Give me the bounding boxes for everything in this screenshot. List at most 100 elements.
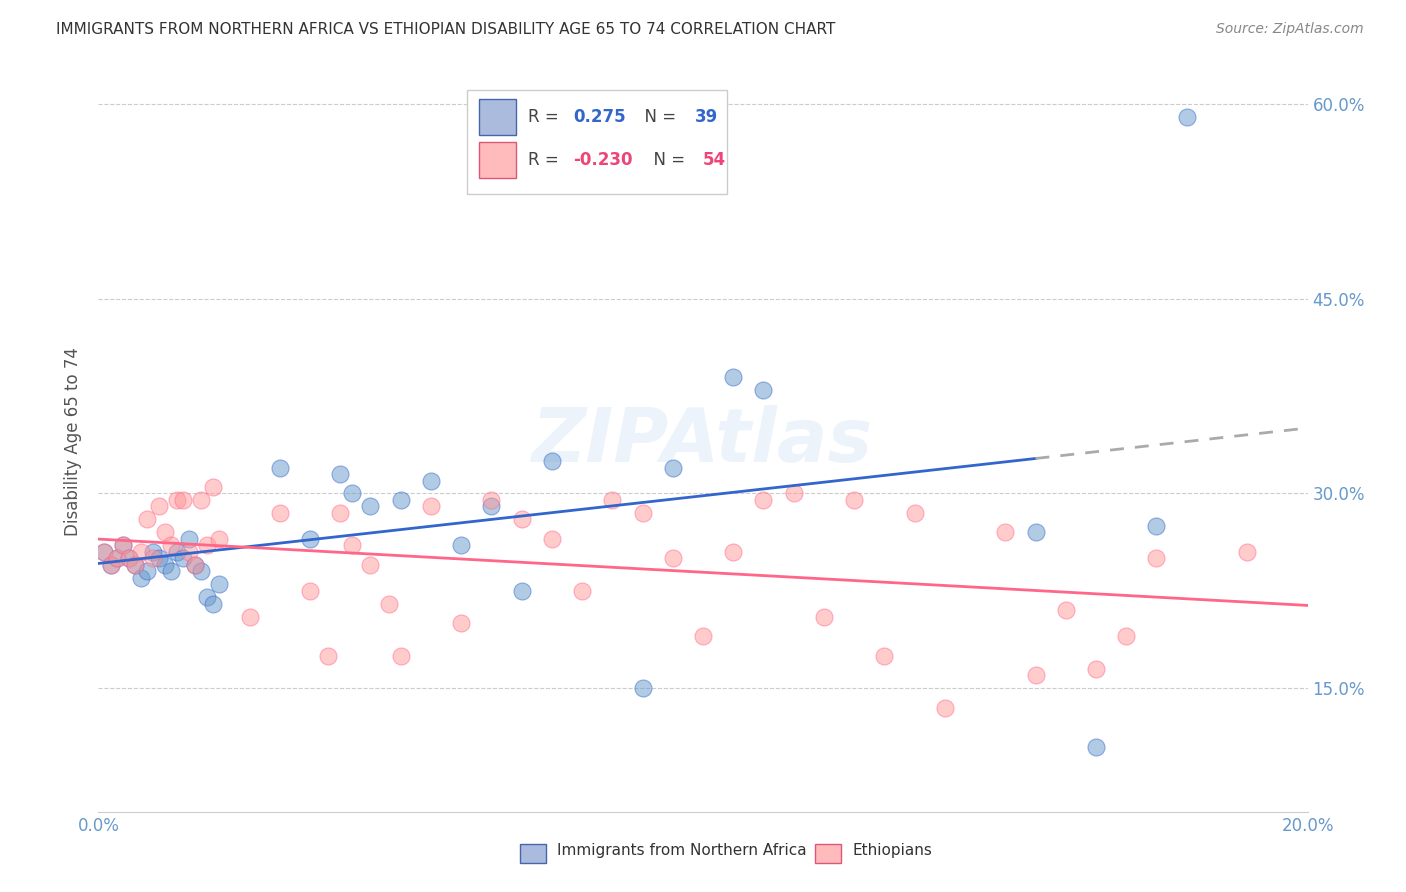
Point: [450, 538, 472, 552]
Point: [160, 565, 183, 579]
Point: [342, 486, 364, 500]
Point: [994, 525, 1017, 540]
Point: [269, 460, 291, 475]
Point: [153, 525, 176, 540]
Text: 39: 39: [695, 108, 718, 127]
Point: [93, 545, 115, 559]
Point: [129, 545, 152, 559]
Text: 0.275: 0.275: [574, 108, 626, 127]
Point: [481, 493, 503, 508]
Point: [723, 545, 745, 559]
Point: [571, 583, 593, 598]
Point: [1054, 603, 1077, 617]
Point: [540, 454, 562, 468]
Point: [148, 551, 170, 566]
Text: N =: N =: [634, 108, 682, 127]
Point: [299, 532, 322, 546]
Point: [202, 480, 225, 494]
Point: [342, 538, 364, 552]
Point: [166, 493, 188, 508]
Point: [135, 512, 157, 526]
Point: [160, 538, 183, 552]
Point: [662, 460, 685, 475]
Point: [1115, 629, 1137, 643]
Point: [723, 369, 745, 384]
Point: [420, 474, 443, 488]
Point: [135, 565, 157, 579]
Point: [377, 597, 399, 611]
Point: [111, 538, 134, 552]
FancyBboxPatch shape: [479, 100, 516, 135]
FancyBboxPatch shape: [479, 143, 516, 178]
Point: [195, 591, 218, 605]
Point: [190, 565, 212, 579]
Point: [172, 551, 194, 566]
Point: [662, 551, 685, 566]
Point: [1024, 525, 1046, 540]
Point: [389, 493, 412, 508]
Point: [142, 551, 165, 566]
Point: [631, 506, 654, 520]
Point: [316, 648, 339, 663]
Point: [1175, 110, 1198, 124]
Point: [100, 558, 122, 572]
Point: [510, 583, 533, 598]
Point: [184, 558, 207, 572]
Point: [1085, 739, 1108, 754]
Point: [105, 551, 128, 566]
Text: N =: N =: [643, 152, 690, 169]
Point: [202, 597, 225, 611]
Point: [118, 551, 141, 566]
Point: [1144, 519, 1167, 533]
Point: [269, 506, 291, 520]
Text: -0.230: -0.230: [574, 152, 633, 169]
Text: 54: 54: [703, 152, 725, 169]
FancyBboxPatch shape: [467, 90, 727, 194]
Point: [389, 648, 412, 663]
Point: [195, 538, 218, 552]
Point: [184, 558, 207, 572]
Point: [420, 500, 443, 514]
Point: [299, 583, 322, 598]
Point: [179, 532, 201, 546]
Point: [1236, 545, 1258, 559]
Point: [510, 512, 533, 526]
Point: [179, 545, 201, 559]
Point: [129, 571, 152, 585]
Point: [934, 701, 956, 715]
Point: [752, 383, 775, 397]
Point: [904, 506, 927, 520]
Point: [450, 616, 472, 631]
Point: [208, 532, 231, 546]
Point: [239, 610, 262, 624]
Y-axis label: Disability Age 65 to 74: Disability Age 65 to 74: [65, 347, 83, 536]
Text: R =: R =: [527, 152, 564, 169]
Point: [329, 467, 352, 481]
Point: [208, 577, 231, 591]
Point: [1085, 662, 1108, 676]
Point: [111, 538, 134, 552]
Point: [166, 545, 188, 559]
Text: IMMIGRANTS FROM NORTHERN AFRICA VS ETHIOPIAN DISABILITY AGE 65 TO 74 CORRELATION: IMMIGRANTS FROM NORTHERN AFRICA VS ETHIO…: [56, 22, 835, 37]
Point: [105, 551, 128, 566]
Point: [124, 558, 146, 572]
Point: [148, 500, 170, 514]
Point: [1024, 668, 1046, 682]
Point: [190, 493, 212, 508]
Point: [540, 532, 562, 546]
Point: [153, 558, 176, 572]
Text: Ethiopians: Ethiopians: [852, 843, 932, 857]
Point: [481, 500, 503, 514]
Point: [100, 558, 122, 572]
Point: [752, 493, 775, 508]
Point: [1144, 551, 1167, 566]
Point: [172, 493, 194, 508]
Point: [813, 610, 835, 624]
Point: [602, 493, 624, 508]
Point: [844, 493, 866, 508]
Point: [118, 551, 141, 566]
Point: [360, 500, 382, 514]
Point: [631, 681, 654, 696]
Point: [692, 629, 714, 643]
Text: Immigrants from Northern Africa: Immigrants from Northern Africa: [557, 843, 807, 857]
